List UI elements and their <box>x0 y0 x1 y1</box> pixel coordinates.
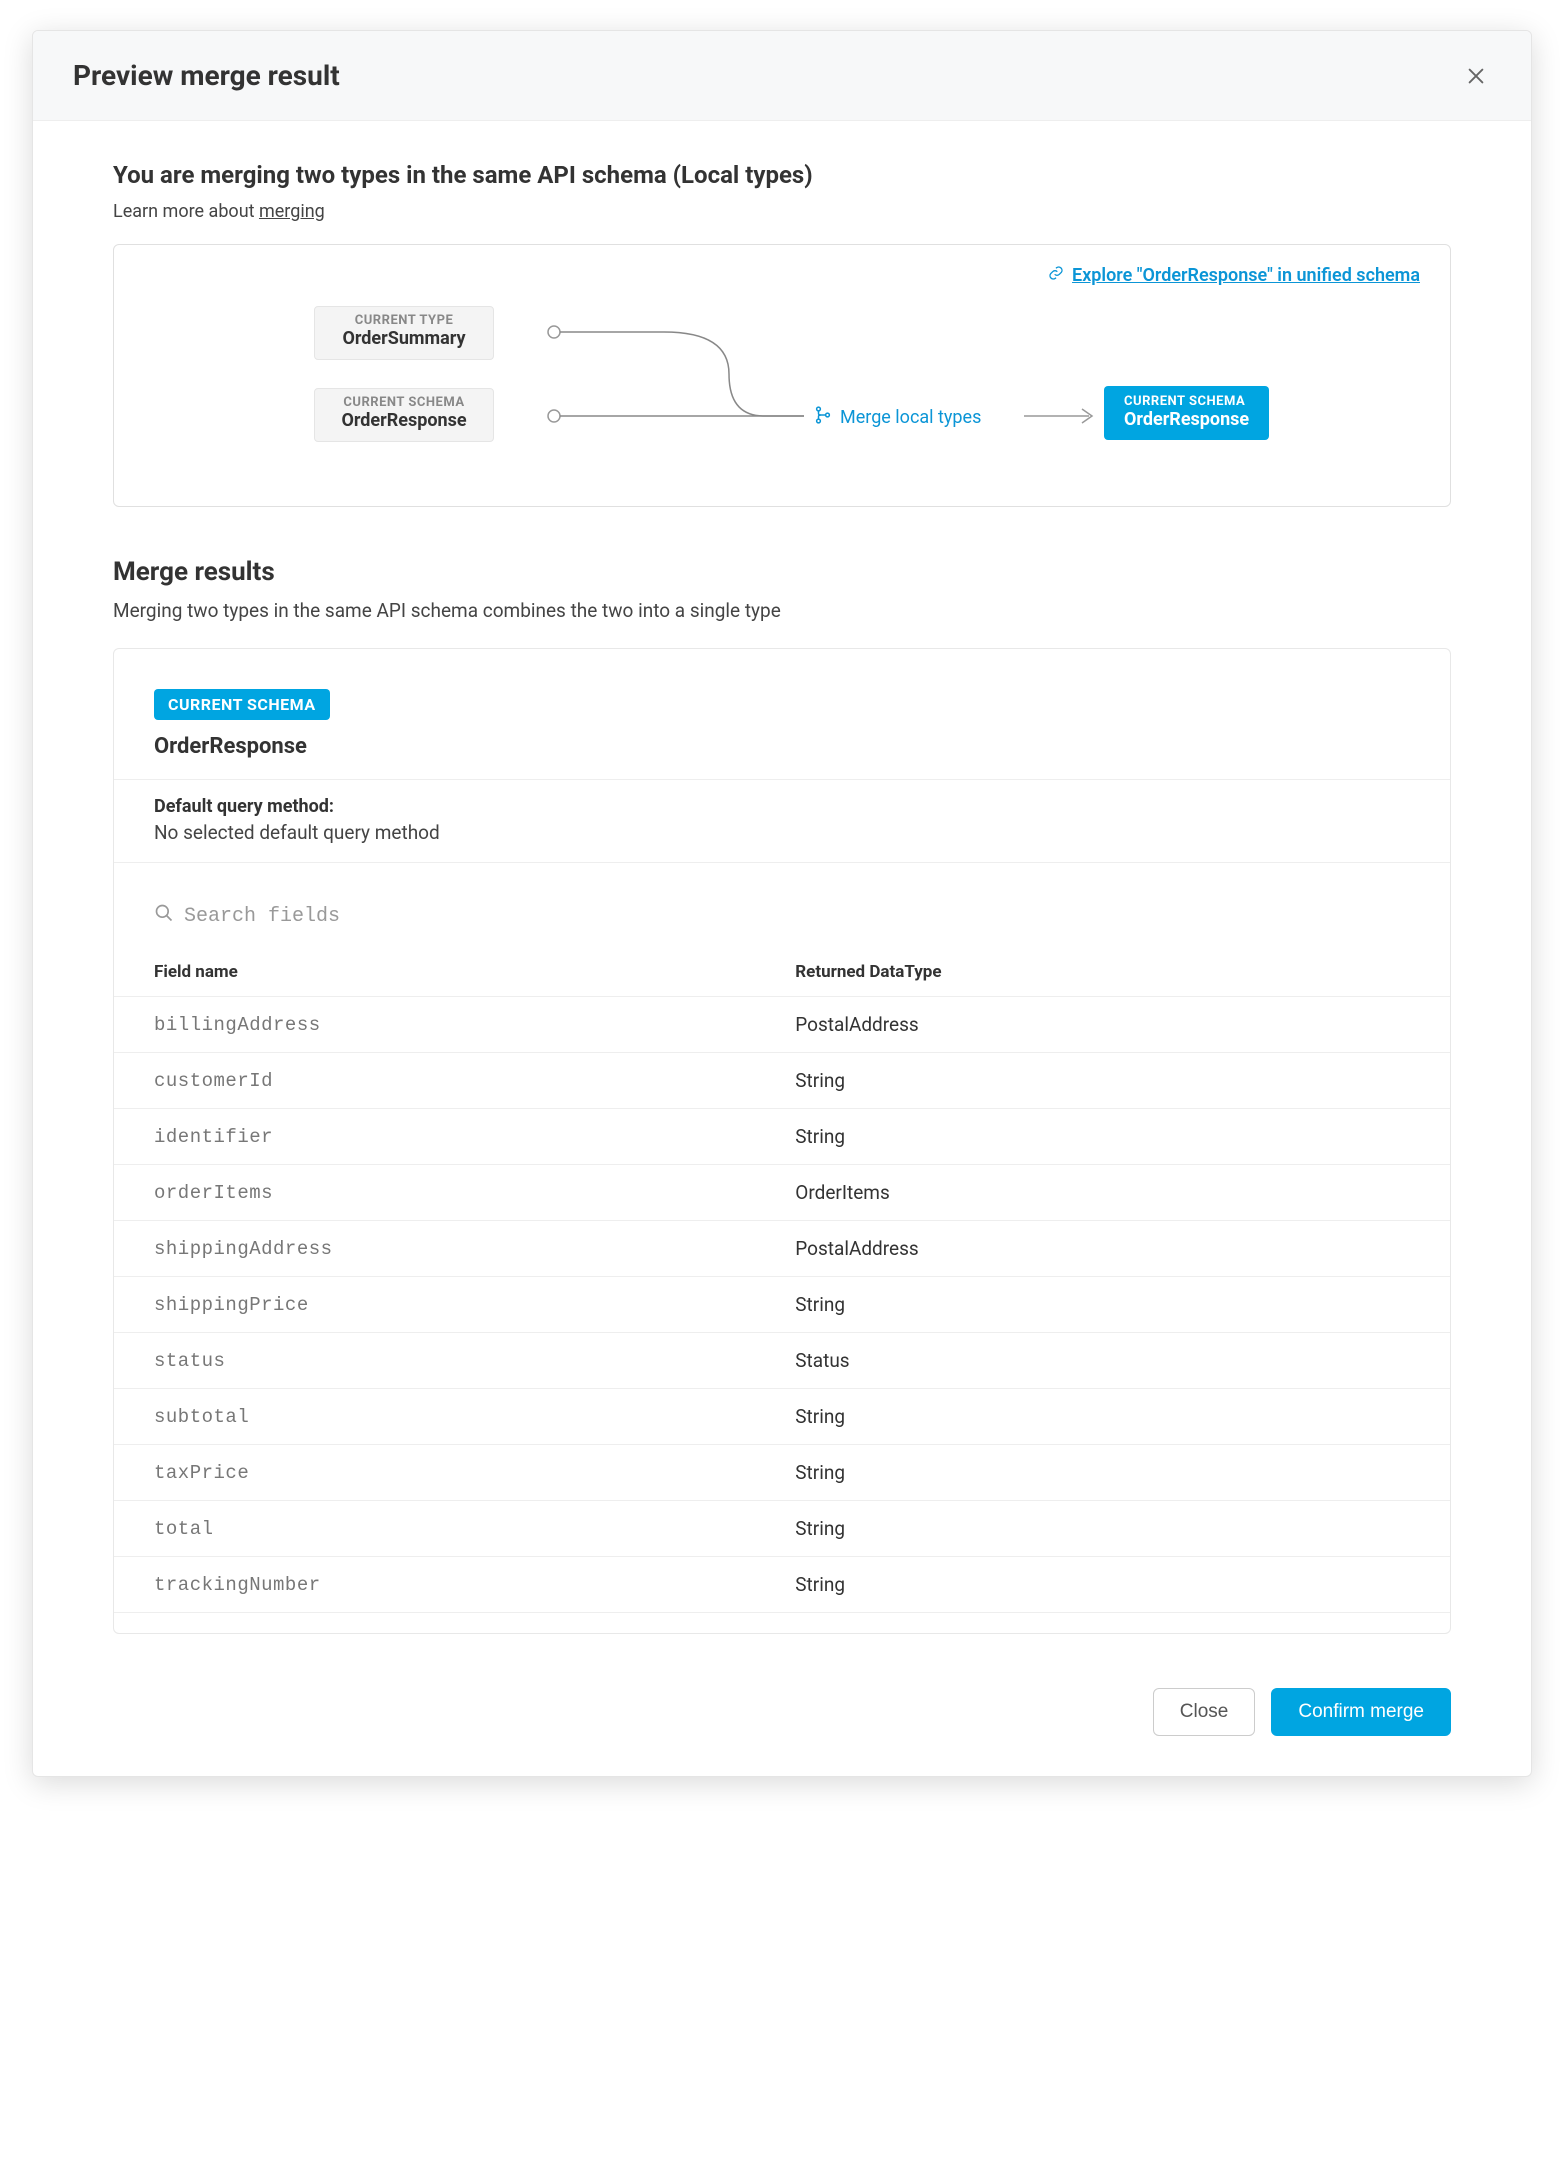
field-type-cell: String <box>755 1277 1450 1333</box>
table-row: trackingNumberString <box>114 1557 1450 1613</box>
table-row: shippingPriceString <box>114 1277 1450 1333</box>
merge-preview-modal: Preview merge result You are merging two… <box>32 30 1532 1777</box>
field-name-cell: subtotal <box>114 1389 755 1445</box>
merge-icon <box>814 406 832 429</box>
diagram-content: CURRENT TYPE OrderSummary CURRENT SCHEMA… <box>144 296 1420 476</box>
destination-schema-box: CURRENT SCHEMA OrderResponse <box>1104 386 1269 440</box>
table-row: orderItemsOrderItems <box>114 1165 1450 1221</box>
source-schema-box: CURRENT SCHEMA OrderResponse <box>314 388 494 442</box>
field-name-cell: billingAddress <box>114 997 755 1053</box>
merge-results-description: Merging two types in the same API schema… <box>113 599 1451 622</box>
search-fields-input[interactable] <box>184 905 484 928</box>
field-name-cell: total <box>114 1501 755 1557</box>
source-type-value: OrderSummary <box>331 328 477 349</box>
table-row: shippingAddressPostalAddress <box>114 1221 1450 1277</box>
col-field-name: Field name <box>114 948 755 997</box>
confirm-merge-button[interactable]: Confirm merge <box>1271 1688 1451 1736</box>
fields-search <box>114 863 1450 948</box>
table-row: statusStatus <box>114 1333 1450 1389</box>
field-type-cell: PostalAddress <box>755 1221 1450 1277</box>
close-button[interactable]: Close <box>1153 1688 1256 1736</box>
intro-heading: You are merging two types in the same AP… <box>113 161 1451 189</box>
result-schema-name: OrderResponse <box>154 734 1450 759</box>
field-name-cell: trackingNumber <box>114 1557 755 1613</box>
fields-table: Field name Returned DataType billingAddr… <box>114 948 1450 1613</box>
field-name-cell: status <box>114 1333 755 1389</box>
table-row: billingAddressPostalAddress <box>114 997 1450 1053</box>
learn-more-text: Learn more about merging <box>113 201 1451 222</box>
table-row: totalString <box>114 1501 1450 1557</box>
merge-results-heading: Merge results <box>113 557 1451 587</box>
learn-more-link[interactable]: merging <box>259 201 325 222</box>
source-type-label: CURRENT TYPE <box>331 313 477 328</box>
field-type-cell: String <box>755 1557 1450 1613</box>
field-name-cell: identifier <box>114 1109 755 1165</box>
modal-footer: Close Confirm merge <box>33 1664 1531 1776</box>
field-type-cell: String <box>755 1053 1450 1109</box>
field-name-cell: taxPrice <box>114 1445 755 1501</box>
table-row: identifierString <box>114 1109 1450 1165</box>
field-type-cell: String <box>755 1445 1450 1501</box>
link-icon <box>1048 265 1064 286</box>
field-name-cell: shippingPrice <box>114 1277 755 1333</box>
results-panel: CURRENT SCHEMA OrderResponse Default que… <box>113 648 1451 1634</box>
field-type-cell: String <box>755 1501 1450 1557</box>
merge-diagram: Explore "OrderResponse" in unified schem… <box>113 244 1451 507</box>
field-name-cell: customerId <box>114 1053 755 1109</box>
explore-unified-schema-link[interactable]: Explore "OrderResponse" in unified schem… <box>1048 265 1420 286</box>
query-method-label: Default query method: <box>154 796 1410 817</box>
field-name-cell: shippingAddress <box>114 1221 755 1277</box>
modal-title: Preview merge result <box>73 59 340 92</box>
source-schema-value: OrderResponse <box>331 410 477 431</box>
field-name-cell: orderItems <box>114 1165 755 1221</box>
table-row: customerIdString <box>114 1053 1450 1109</box>
field-type-cell: Status <box>755 1333 1450 1389</box>
learn-more-prefix: Learn more about <box>113 201 259 222</box>
close-icon <box>1465 65 1487 87</box>
diagram-connectors <box>144 296 1144 476</box>
table-row: taxPriceString <box>114 1445 1450 1501</box>
dest-schema-label: CURRENT SCHEMA <box>1124 394 1249 409</box>
default-query-method: Default query method: No selected defaul… <box>114 780 1450 862</box>
merge-action-label: Merge local types <box>814 406 981 429</box>
field-type-cell: String <box>755 1389 1450 1445</box>
col-returned-type: Returned DataType <box>755 948 1450 997</box>
field-type-cell: PostalAddress <box>755 997 1450 1053</box>
modal-header: Preview merge result <box>33 31 1531 121</box>
source-schema-label: CURRENT SCHEMA <box>331 395 477 410</box>
dest-schema-value: OrderResponse <box>1124 409 1249 430</box>
merge-label-text: Merge local types <box>840 407 981 428</box>
field-type-cell: OrderItems <box>755 1165 1450 1221</box>
modal-body: You are merging two types in the same AP… <box>33 121 1531 1664</box>
current-schema-badge: CURRENT SCHEMA <box>154 689 330 720</box>
field-type-cell: String <box>755 1109 1450 1165</box>
query-method-value: No selected default query method <box>154 821 1410 844</box>
search-icon <box>154 903 174 930</box>
close-icon-button[interactable] <box>1461 61 1491 91</box>
explore-link-text: Explore "OrderResponse" in unified schem… <box>1072 265 1420 286</box>
table-row: subtotalString <box>114 1389 1450 1445</box>
source-type-box: CURRENT TYPE OrderSummary <box>314 306 494 360</box>
